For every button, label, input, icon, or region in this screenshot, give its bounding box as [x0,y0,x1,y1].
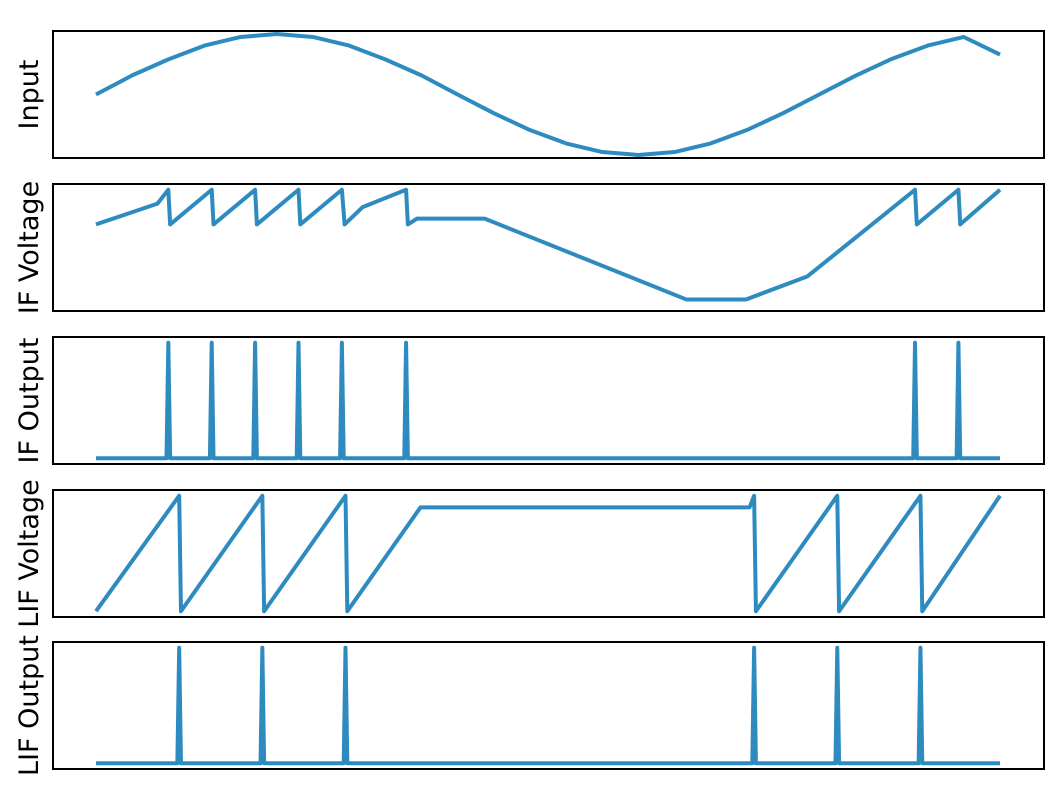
panel-frame [52,336,1045,465]
panel-frame [52,183,1045,312]
y-axis-label: LIF Output [14,635,45,776]
series-line-2-1 [95,187,1002,302]
panel-3: IF Output [14,336,1045,465]
series-line-3-1 [96,340,1000,461]
series-line-5-1 [96,645,1000,766]
panel-5: LIF Output [14,635,1045,776]
series-line-4-1 [94,493,1002,614]
panel-2: IF Voltage [14,181,1045,314]
panel-4: LIF Voltage [14,479,1045,628]
series-line-1-1 [95,32,1001,157]
y-axis-label: IF Output [14,338,45,464]
panel-1: Input [14,30,1045,159]
y-axis-label: Input [14,60,45,130]
panel-frame [52,641,1045,770]
y-axis-label: IF Voltage [14,181,45,314]
y-axis-label: LIF Voltage [14,479,45,627]
